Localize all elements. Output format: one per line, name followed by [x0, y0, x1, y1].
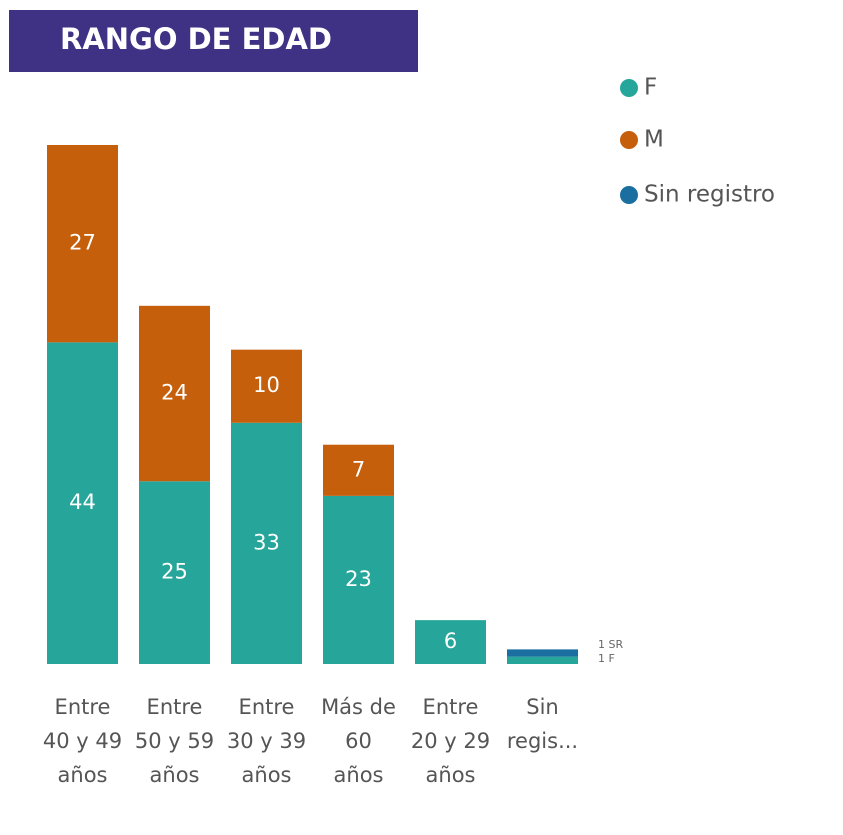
bar-segment [323, 444, 394, 496]
title-banner [9, 10, 418, 72]
data-label: 7 [352, 457, 365, 481]
bar-segment [507, 656, 578, 664]
x-tick-label: Más de 60 años [321, 695, 396, 787]
data-label: 1 F [598, 652, 615, 665]
data-label: 24 [161, 381, 188, 405]
bar-segment [323, 495, 394, 664]
x-tick-label: Entre 30 y 39 años [226, 695, 307, 787]
data-label: 33 [253, 530, 280, 554]
bar-segment [139, 305, 210, 482]
data-label: 23 [345, 567, 372, 591]
x-tick-label: Entre 40 y 49 años [42, 695, 123, 787]
legend-marker [620, 131, 638, 149]
legend-label: Sin registro [644, 182, 775, 208]
data-label: 27 [69, 231, 96, 255]
legend-label: M [644, 127, 664, 153]
bar-segment [47, 145, 118, 343]
data-label: 25 [161, 560, 188, 584]
bar-segment [507, 649, 578, 657]
legend-label: F [644, 75, 657, 101]
x-tick-label: Entre 20 y 29 años [410, 695, 491, 787]
legend-marker [620, 186, 638, 204]
x-tick-label: Sin regis... [506, 695, 579, 753]
bar-segment [231, 422, 302, 664]
bar-segment [47, 342, 118, 664]
data-label: 44 [69, 490, 96, 514]
x-tick-label: Entre 50 y 59 años [134, 695, 215, 787]
data-label: 10 [253, 373, 280, 397]
chart-title: RANGO DE EDAD [60, 22, 332, 56]
bar-segment [415, 620, 486, 664]
data-label: 6 [444, 629, 457, 653]
bar-segment [139, 481, 210, 664]
legend-marker [620, 79, 638, 97]
bar-segment [231, 349, 302, 423]
data-label: 1 SR [598, 638, 623, 651]
